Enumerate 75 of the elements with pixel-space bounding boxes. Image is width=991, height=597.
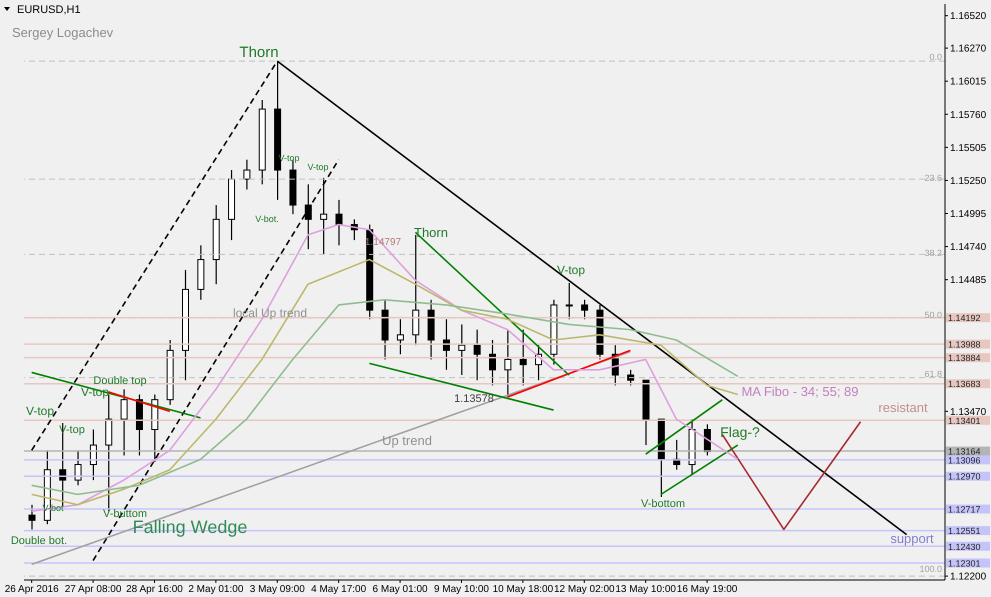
- candlestick: [243, 159, 250, 190]
- annotation: V-bot.: [255, 214, 279, 224]
- candlestick: [120, 388, 128, 456]
- x-tick-label: 28 Apr 16:00: [126, 584, 184, 596]
- y-tick-label: 1.16015: [950, 76, 987, 88]
- annotation: resistant: [878, 400, 928, 415]
- annotation: Double top: [93, 375, 147, 387]
- annotation: 50.0: [924, 310, 942, 320]
- y-tick-label: 1.15760: [950, 110, 987, 121]
- candlestick: [28, 504, 36, 530]
- y-tick-label: 1.14485: [950, 275, 987, 286]
- x-tick-label: 26 Apr 2016: [4, 584, 60, 596]
- chart-title: EURUSD,H1: [17, 4, 81, 16]
- annotation: 61.8: [924, 369, 942, 379]
- annotation: 38.2: [924, 248, 942, 258]
- x-tick-label: 16 May 19:00: [676, 584, 738, 596]
- candlestick: [304, 184, 312, 250]
- candlestick: [74, 450, 82, 486]
- annotation: Falling Wedge: [132, 517, 248, 537]
- annotation: V-top: [26, 404, 54, 418]
- ref-line-label: 1.12301: [948, 558, 981, 569]
- candlestick: [520, 329, 527, 386]
- ref-line-label: 1.12970: [948, 472, 981, 482]
- ref-line-label: 1.14192: [948, 313, 981, 324]
- x-tick-label: 4 May 17:00: [311, 584, 367, 596]
- annotation: Double bot.: [10, 535, 68, 547]
- candlestick: [581, 299, 588, 320]
- annotation: V-bottom: [640, 498, 686, 510]
- candlestick: [566, 282, 573, 320]
- candlestick: [336, 199, 342, 246]
- annotation: V-top: [307, 162, 329, 172]
- ref-line-label: 1.12551: [948, 526, 981, 536]
- annotation: 0.0: [929, 52, 942, 62]
- x-tick-label: 13 May 10:00: [615, 584, 676, 596]
- ref-line-label: 1.13164: [948, 446, 981, 457]
- annotation: V-buttom: [102, 508, 148, 520]
- x-tick-label: 27 Apr 08:00: [64, 584, 122, 596]
- annotation: Flag-?: [720, 424, 760, 440]
- y-tick-label: 1.15505: [950, 142, 987, 154]
- y-tick-label: 1.16270: [950, 44, 987, 55]
- ref-line-label: 1.13683: [948, 379, 981, 390]
- annotation: Up trend: [382, 433, 432, 448]
- x-tick-label: 9 May 10:00: [434, 584, 490, 596]
- candlestick: [458, 324, 466, 376]
- annotation: support: [890, 531, 934, 546]
- annotation: MA Fibo - 34; 55; 89: [741, 384, 859, 399]
- annotation: V-top: [556, 263, 586, 277]
- annotation: Thorn: [414, 225, 448, 240]
- candlestick: [474, 329, 481, 381]
- y-tick-label: 1.12200: [950, 572, 987, 583]
- y-tick-label: 1.15250: [950, 176, 987, 187]
- y-tick-label: 1.14995: [950, 209, 987, 220]
- ref-line-label: 1.13096: [948, 455, 981, 466]
- candlestick: [489, 339, 496, 386]
- ref-line-label: 1.13884: [948, 353, 981, 364]
- annotation: Sergey Logachev: [12, 25, 114, 40]
- ref-line-label: 1.12717: [948, 504, 981, 515]
- x-tick-label: 10 May 18:00: [492, 584, 554, 596]
- annotation: 100.0: [919, 564, 942, 574]
- annotation: V-bot: [42, 503, 64, 513]
- candlestick: [396, 318, 404, 355]
- x-tick-label: 3 May 09:00: [250, 584, 306, 596]
- x-tick-label: 2 May 01:00: [188, 584, 244, 596]
- x-tick-label: 12 May 02:00: [554, 584, 616, 596]
- y-tick-label: 1.14740: [950, 242, 987, 254]
- ref-line-label: 1.13988: [948, 340, 981, 350]
- candlestick: [320, 177, 328, 255]
- annotation: Thorn: [239, 44, 279, 61]
- y-tick-label: 1.16520: [950, 11, 987, 22]
- y-tick-label: 1.13470: [950, 406, 987, 418]
- annotation: 23.6: [924, 173, 942, 183]
- x-tick-label: 6 May 01:00: [372, 584, 428, 596]
- ref-line-label: 1.12430: [948, 542, 981, 552]
- annotation: 1.13578: [454, 393, 494, 405]
- ref-line-label: 1.13401: [948, 416, 981, 426]
